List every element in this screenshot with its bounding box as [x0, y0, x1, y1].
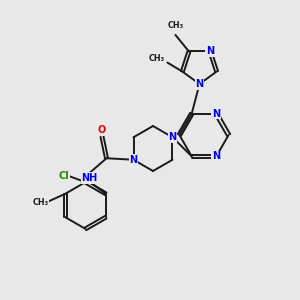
- Text: CH₃: CH₃: [149, 54, 165, 63]
- Text: N: N: [212, 109, 220, 119]
- Text: N: N: [130, 155, 138, 165]
- Text: Cl: Cl: [58, 171, 69, 181]
- Text: N: N: [168, 132, 176, 142]
- Text: N: N: [206, 46, 214, 56]
- Text: NH: NH: [81, 173, 98, 183]
- Text: CH₃: CH₃: [32, 198, 48, 207]
- Text: CH₃: CH₃: [167, 21, 184, 30]
- Text: N: N: [212, 151, 220, 161]
- Text: O: O: [98, 125, 106, 135]
- Text: N: N: [195, 79, 204, 89]
